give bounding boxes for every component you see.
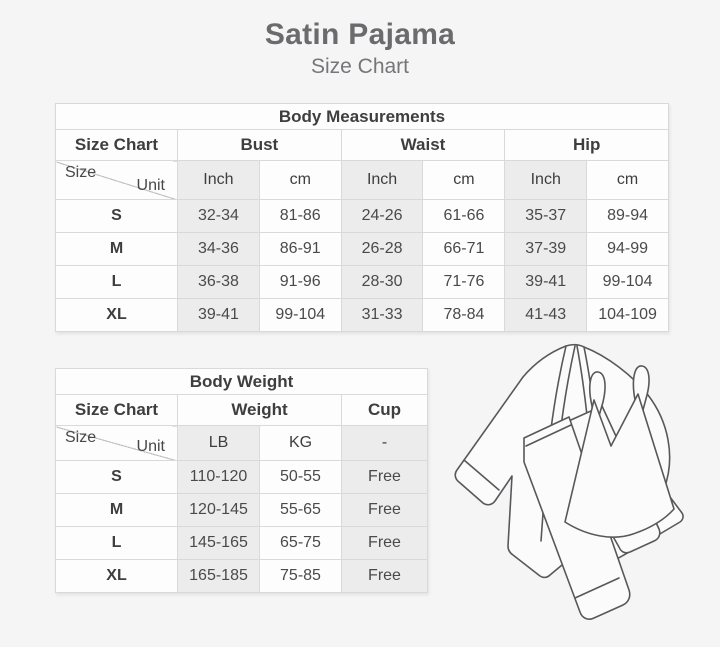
size-unit-corner-cell: Size Unit	[55, 425, 178, 461]
table-row: L 145-165 65-75 Free	[55, 526, 428, 560]
cup-unit-header: -	[341, 425, 428, 461]
pajama-illustration	[442, 336, 716, 642]
value-cell: 39-41	[177, 298, 260, 332]
size-label-cell: M	[55, 493, 178, 527]
cup-header: Cup	[341, 394, 428, 426]
table-title-row: Body Weight	[55, 368, 428, 395]
size-label-cell: S	[55, 460, 178, 494]
table-title: Body Measurements	[55, 103, 669, 130]
size-label-cell: M	[55, 232, 178, 266]
table-row: S 32-34 81-86 24-26 61-66 35-37 89-94	[55, 199, 669, 233]
value-cell: 94-99	[586, 232, 669, 266]
value-cell: 50-55	[259, 460, 342, 494]
weight-header: Weight	[177, 394, 342, 426]
group-header-row: Size Chart Bust Waist Hip	[55, 129, 669, 161]
size-label-cell: XL	[55, 559, 178, 593]
size-label-cell: S	[55, 199, 178, 233]
robe-cuff-line	[463, 459, 500, 491]
value-cell: 31-33	[340, 298, 424, 332]
size-chart-header: Size Chart	[55, 129, 178, 161]
table-row: M 120-145 55-65 Free	[55, 493, 428, 527]
page-subtitle: Size Chart	[310, 55, 410, 78]
value-cell: 41-43	[504, 298, 588, 332]
waist-cm-header: cm	[422, 160, 506, 200]
value-cell: 36-38	[177, 265, 260, 299]
value-cell: 28-30	[340, 265, 424, 299]
value-cell: 71-76	[422, 265, 506, 299]
unit-header-row: Size Unit Inch cm Inch cm Inch cm	[55, 160, 669, 200]
value-cell: 34-36	[177, 232, 260, 266]
weight-kg-header: KG	[259, 425, 342, 461]
table-row: L 36-38 91-96 28-30 71-76 39-41 99-104	[55, 265, 669, 299]
cami-body	[564, 393, 675, 538]
value-cell: Free	[341, 493, 428, 527]
value-cell: 99-104	[586, 265, 669, 299]
size-label-cell: XL	[55, 298, 178, 332]
bust-inch-header: Inch	[177, 160, 260, 200]
size-unit-corner-cell: Size Unit	[55, 160, 178, 200]
value-cell: 39-41	[504, 265, 588, 299]
corner-unit-label: Unit	[136, 438, 165, 455]
pants-waistband-line	[525, 424, 572, 447]
value-cell: 89-94	[586, 199, 669, 233]
bust-cm-header: cm	[258, 160, 342, 200]
size-chart-header: Size Chart	[55, 394, 178, 426]
waist-inch-header: Inch	[340, 160, 424, 200]
value-cell: 37-39	[504, 232, 588, 266]
bust-header: Bust	[177, 129, 342, 161]
size-label-cell: L	[55, 526, 178, 560]
table-row: XL 39-41 99-104 31-33 78-84 41-43 104-109	[55, 298, 669, 332]
corner-unit-label: Unit	[136, 177, 165, 194]
value-cell: 145-165	[177, 526, 260, 560]
waist-header: Waist	[340, 129, 506, 161]
value-cell: 110-120	[177, 460, 260, 494]
value-cell: 61-66	[422, 199, 506, 233]
corner-size-label: Size	[65, 164, 97, 181]
value-cell: 91-96	[258, 265, 342, 299]
table-row: S 110-120 50-55 Free	[55, 460, 428, 494]
size-label-cell: L	[55, 265, 178, 299]
value-cell: 26-28	[340, 232, 424, 266]
weight-lb-header: LB	[177, 425, 260, 461]
value-cell: 99-104	[258, 298, 342, 332]
hip-cm-header: cm	[586, 160, 669, 200]
value-cell: 35-37	[504, 199, 588, 233]
value-cell: Free	[341, 460, 428, 494]
value-cell: 75-85	[259, 559, 342, 593]
page-title: Satin Pajama	[264, 18, 456, 51]
pajama-set-line-drawing	[454, 343, 684, 620]
value-cell: Free	[341, 526, 428, 560]
value-cell: 55-65	[259, 493, 342, 527]
table-title-row: Body Measurements	[55, 103, 669, 130]
corner-size-label: Size	[65, 429, 97, 446]
value-cell: 104-109	[586, 298, 669, 332]
pants-front-cuff-line	[574, 577, 620, 599]
value-cell: 81-86	[258, 199, 342, 233]
table-row: XL 165-185 75-85 Free	[55, 559, 428, 593]
value-cell: Free	[341, 559, 428, 593]
table-row: M 34-36 86-91 26-28 66-71 37-39 94-99	[55, 232, 669, 266]
value-cell: 165-185	[177, 559, 260, 593]
hip-header: Hip	[504, 129, 669, 161]
value-cell: 32-34	[177, 199, 260, 233]
value-cell: 65-75	[259, 526, 342, 560]
table-title: Body Weight	[55, 368, 428, 395]
value-cell: 120-145	[177, 493, 260, 527]
value-cell: 66-71	[422, 232, 506, 266]
body-weight-table: Body Weight Size Chart Weight Cup Size U…	[55, 368, 428, 593]
unit-header-row: Size Unit LB KG -	[55, 425, 428, 461]
value-cell: 24-26	[340, 199, 424, 233]
group-header-row: Size Chart Weight Cup	[55, 394, 428, 426]
body-measurements-table: Body Measurements Size Chart Bust Waist …	[55, 103, 669, 332]
value-cell: 86-91	[258, 232, 342, 266]
hip-inch-header: Inch	[504, 160, 588, 200]
value-cell: 78-84	[422, 298, 506, 332]
